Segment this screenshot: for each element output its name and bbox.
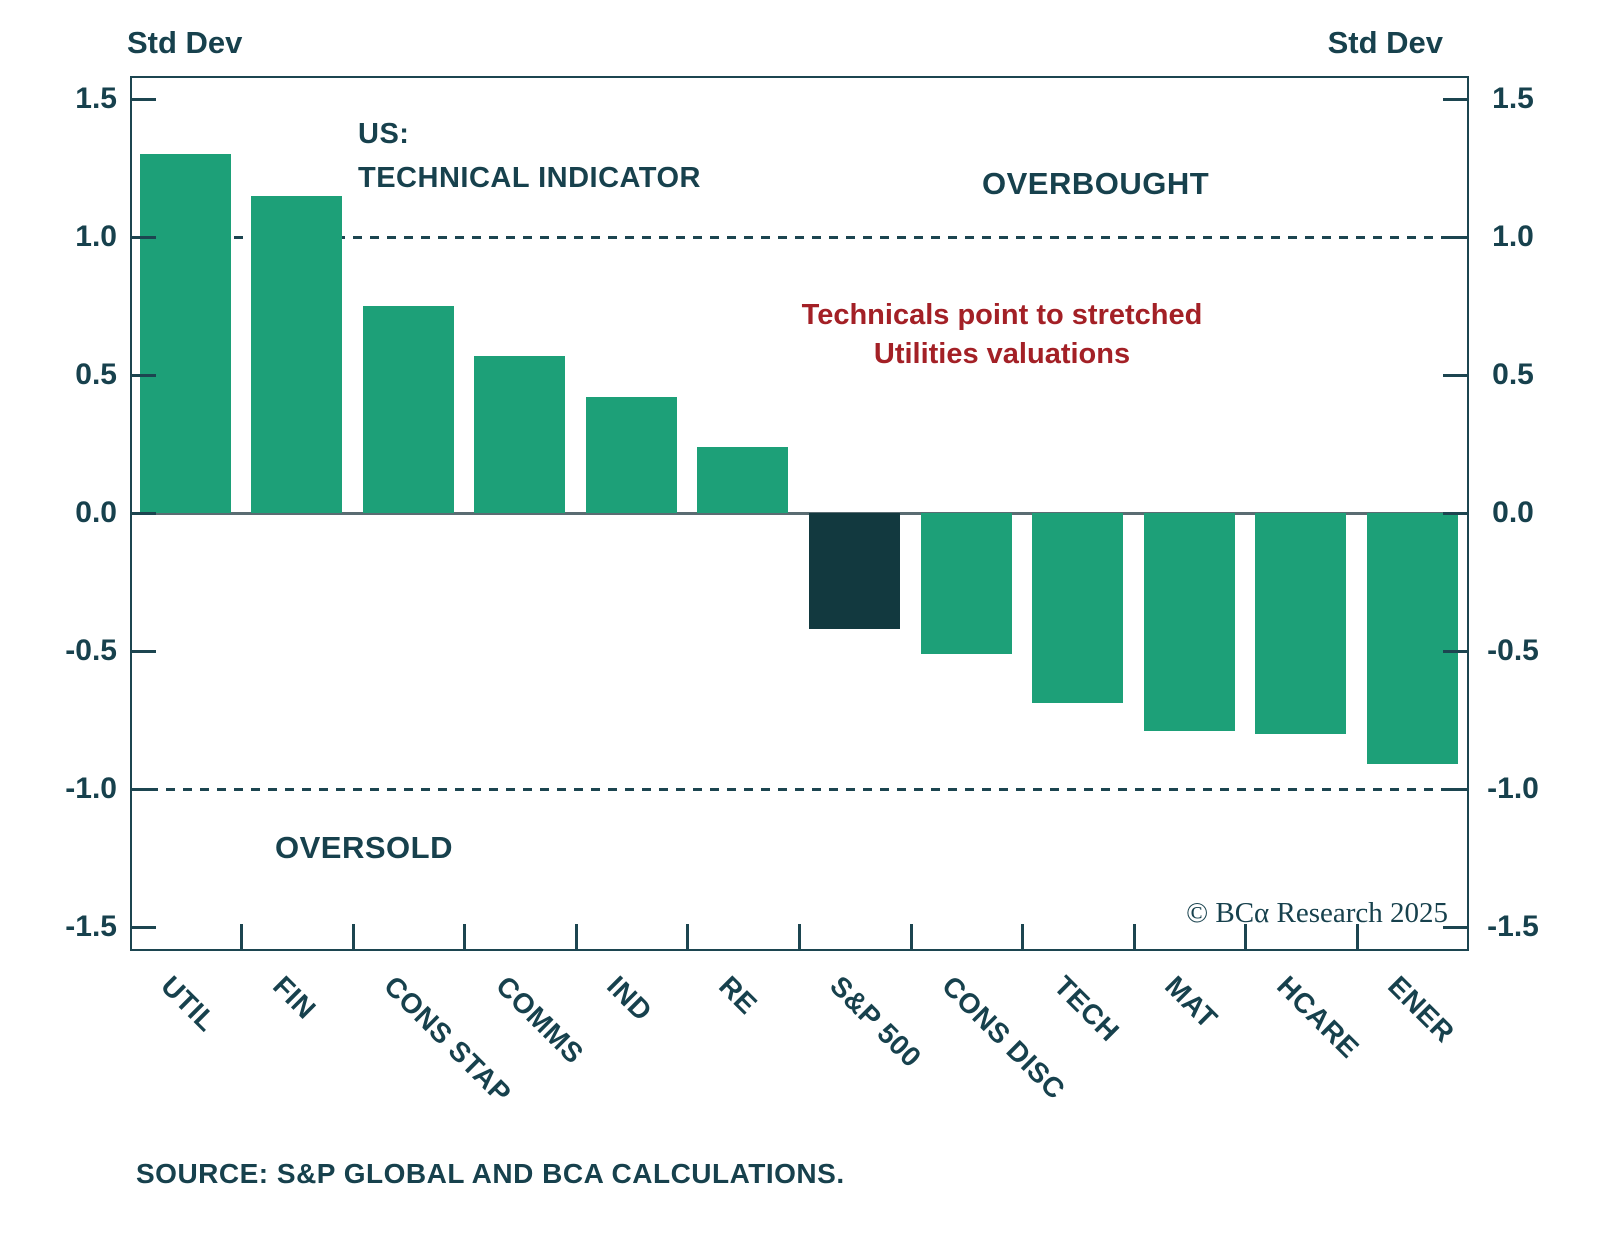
bar-cons-disc	[920, 513, 1012, 654]
x-label-hcare: HCARE	[1270, 970, 1365, 1065]
y-tick-right-1.0	[1443, 235, 1467, 239]
y-label-left--0.5: -0.5	[65, 634, 117, 667]
x-tick-10	[1244, 924, 1248, 949]
x-tick-1	[240, 924, 244, 949]
y-label-left--1.5: -1.5	[65, 910, 117, 943]
overbought-label: OVERBOUGHT	[982, 166, 1210, 201]
bar-ener	[1366, 513, 1458, 764]
y-tick-right--0.5	[1443, 649, 1467, 653]
y-tick-left-1.5	[132, 97, 156, 101]
x-tick-9	[1132, 924, 1136, 949]
source-note: SOURCE: S&P GLOBAL AND BCA CALCULATIONS.	[136, 1158, 845, 1189]
y-axis-title-right: Std Dev	[1327, 25, 1443, 60]
y-tick-left--1.0	[132, 787, 156, 791]
y-tick-right--1.0	[1443, 787, 1467, 791]
y-label-right-1.0: 1.0	[1492, 220, 1534, 253]
x-label-re: RE	[712, 970, 764, 1021]
x-label-util: UTIL	[155, 970, 223, 1038]
bar-cons-stap	[362, 306, 454, 513]
y-axis-title-left: Std Dev	[127, 25, 243, 60]
oversold-threshold-line	[132, 787, 1467, 791]
x-label-comms: COMMS	[489, 970, 590, 1070]
y-label-right-0.5: 0.5	[1492, 358, 1534, 391]
y-tick-left--0.5	[132, 649, 156, 653]
annotation-callout: Technicals point to stretched Utilities …	[801, 296, 1203, 374]
x-tick-7	[909, 924, 913, 949]
y-label-left-0.0: 0.0	[75, 496, 117, 529]
y-label-left-1.0: 1.0	[75, 220, 117, 253]
bar-hcare	[1255, 513, 1347, 734]
y-tick-left--1.5	[132, 925, 156, 929]
x-tick-4	[574, 924, 578, 949]
bar-tech	[1032, 513, 1124, 703]
bar-mat	[1143, 513, 1235, 731]
y-label-right-0.0: 0.0	[1492, 496, 1534, 529]
y-label-left-0.5: 0.5	[75, 358, 117, 391]
bar-util	[139, 154, 231, 513]
x-tick-2	[351, 924, 355, 949]
y-label-left-1.5: 1.5	[75, 82, 117, 115]
y-tick-right-1.5	[1443, 97, 1467, 101]
x-label-ind: IND	[601, 970, 659, 1028]
y-label-right--1.5: -1.5	[1487, 910, 1539, 943]
x-label-s-p-500: S&P 500	[824, 970, 928, 1074]
y-label-right--0.5: -0.5	[1487, 634, 1539, 667]
y-label-right--1.0: -1.0	[1487, 772, 1539, 805]
y-tick-right-0.0	[1443, 511, 1467, 515]
copyright-notice: © BCα Research 2025	[1186, 897, 1448, 929]
y-tick-right-0.5	[1443, 373, 1467, 377]
zero-line	[132, 511, 1467, 515]
chart-title: US: TECHNICAL INDICATOR	[358, 112, 701, 200]
x-label-fin: FIN	[266, 970, 322, 1025]
x-label-mat: MAT	[1159, 970, 1224, 1035]
x-tick-5	[686, 924, 690, 949]
oversold-label: OVERSOLD	[275, 830, 453, 865]
bar-ind	[585, 397, 677, 513]
bar-fin	[251, 196, 343, 513]
annotation-line1: Technicals point to stretched	[801, 299, 1203, 331]
x-label-ener: ENER	[1382, 970, 1461, 1049]
chart-title-line2: TECHNICAL INDICATOR	[358, 162, 701, 194]
bar-comms	[474, 356, 566, 513]
overbought-threshold-line	[132, 235, 1467, 239]
bar-s-p-500	[808, 513, 900, 629]
x-tick-6	[797, 924, 801, 949]
y-tick-left-1.0	[132, 235, 156, 239]
y-label-left--1.0: -1.0	[65, 772, 117, 805]
x-tick-3	[463, 924, 467, 949]
chart-title-line1: US:	[358, 118, 410, 150]
y-tick-right--1.5	[1443, 925, 1467, 929]
y-tick-left-0.5	[132, 373, 156, 377]
x-label-tech: TECH	[1047, 970, 1125, 1048]
bar-re	[697, 447, 789, 513]
x-tick-11	[1355, 924, 1359, 949]
y-tick-left-0.0	[132, 511, 156, 515]
x-tick-8	[1021, 924, 1025, 949]
y-label-right-1.5: 1.5	[1492, 82, 1534, 115]
annotation-line2: Utilities valuations	[873, 338, 1131, 370]
